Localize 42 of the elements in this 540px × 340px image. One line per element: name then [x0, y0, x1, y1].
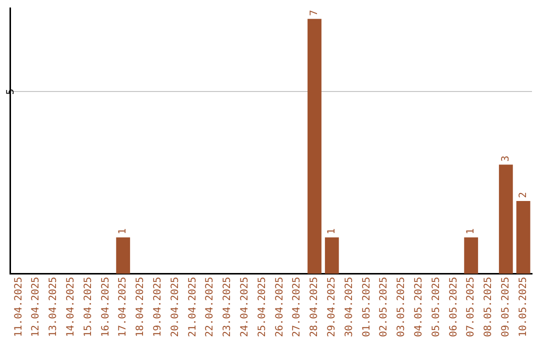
x-tick-label: 22.04.2025 — [204, 276, 216, 338]
x-tick-label: 14.04.2025 — [65, 276, 76, 338]
x-tick-label: 27.04.2025 — [292, 276, 303, 338]
x-tick-label: 04.05.2025 — [413, 276, 424, 338]
bar — [516, 200, 530, 274]
x-tick-label: 08.05.2025 — [483, 276, 494, 338]
data-label: 1 — [118, 228, 129, 234]
x-tick-label: 26.04.2025 — [274, 276, 286, 338]
data-label: 1 — [466, 228, 477, 234]
bar — [116, 237, 130, 274]
bar — [498, 164, 513, 274]
x-tick-label: 12.04.2025 — [30, 276, 42, 338]
data-label: 7 — [309, 10, 320, 16]
data-label: 3 — [500, 156, 512, 162]
x-tick-label: 10.05.2025 — [518, 276, 529, 338]
data-label: 2 — [518, 192, 529, 198]
bar — [308, 18, 322, 274]
x-tick-label: 13.04.2025 — [48, 276, 60, 338]
x-tick-label: 28.04.2025 — [309, 276, 320, 338]
x-tick-label: 24.04.2025 — [239, 276, 250, 338]
x-tick-label: 19.04.2025 — [152, 276, 164, 338]
x-tick-label: 21.04.2025 — [187, 276, 198, 338]
x-tick-label: 17.04.2025 — [118, 276, 129, 338]
x-tick-label: 20.04.2025 — [170, 276, 181, 338]
data-label: 1 — [326, 228, 338, 234]
x-tick-label: 23.04.2025 — [222, 276, 234, 338]
x-tick-label: 30.04.2025 — [344, 276, 355, 338]
x-tick-label: 16.04.2025 — [100, 276, 112, 338]
x-tick-label: 03.05.2025 — [396, 276, 408, 338]
x-tick-label: 29.04.2025 — [326, 276, 338, 338]
x-tick-label: 01.05.2025 — [361, 276, 372, 338]
x-tick-label: 18.04.2025 — [135, 276, 146, 338]
bar — [324, 237, 339, 274]
x-tick-label: 06.05.2025 — [448, 276, 460, 338]
x-tick-label: 05.05.2025 — [430, 276, 442, 338]
x-tick-label: 11.04.2025 — [13, 276, 24, 338]
x-tick-label: 25.04.2025 — [256, 276, 268, 338]
bar — [464, 237, 478, 274]
x-tick-label: 02.05.2025 — [378, 276, 390, 338]
x-tick-label: 15.04.2025 — [82, 276, 94, 338]
x-tick-label: 07.05.2025 — [466, 276, 477, 338]
x-tick-label: 09.05.2025 — [500, 276, 512, 338]
